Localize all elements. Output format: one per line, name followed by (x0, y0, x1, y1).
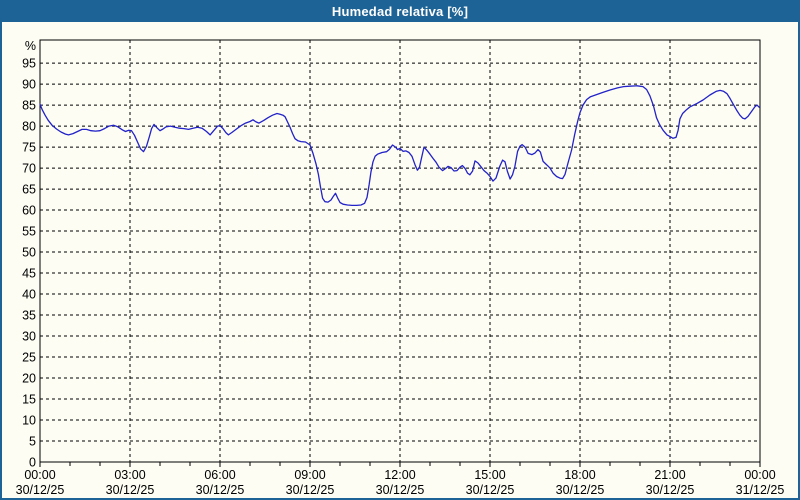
y-tick-label: 65 (22, 183, 36, 197)
x-axis-ticks (39, 462, 761, 467)
y-tick-label: 5 (29, 435, 36, 449)
x-tick-date-label: 30/12/25 (556, 483, 605, 497)
y-tick-label: 45 (22, 267, 36, 281)
x-tick-time-label: 18:00 (564, 468, 595, 482)
y-tick-label: 0 (29, 456, 36, 470)
y-tick-label: 95 (22, 57, 36, 71)
x-tick-date-label: 30/12/25 (16, 483, 65, 497)
y-tick-label: 30 (22, 330, 36, 344)
y-tick-label: 75 (22, 141, 36, 155)
y-tick-label: 80 (22, 120, 36, 134)
x-tick-time-label: 12:00 (384, 468, 415, 482)
chart-area: % 95 90 85 80 75 70 65 60 55 50 45 40 35 30 25 20 15 10 5 0 0… (2, 22, 798, 498)
x-tick-date-label: 30/12/25 (286, 483, 335, 497)
y-tick-label: 10 (22, 414, 36, 428)
x-tick-time-label: 03:00 (114, 468, 145, 482)
y-tick-label: 20 (22, 372, 36, 386)
y-axis-unit-label: % (25, 39, 36, 53)
y-tick-label: 90 (22, 78, 36, 92)
chart-title: Humedad relativa [%] (331, 3, 469, 19)
humidity-series-line (39, 85, 760, 207)
title-bar: Humedad relativa [%] (2, 0, 798, 22)
x-tick-time-label: 21:00 (654, 468, 685, 482)
y-tick-label: 40 (22, 288, 36, 302)
y-tick-label: 35 (22, 309, 36, 323)
gridlines (40, 40, 760, 462)
x-tick-date-label: 30/12/25 (106, 483, 155, 497)
x-tick-date-label: 30/12/25 (196, 483, 245, 497)
x-tick-date-label: 30/12/25 (646, 483, 695, 497)
x-axis-labels: 00:0030/12/2503:0030/12/2506:0030/12/250… (16, 468, 785, 497)
x-tick-date-label: 31/12/25 (736, 483, 785, 497)
y-tick-label: 15 (22, 393, 36, 407)
x-tick-time-label: 06:00 (204, 468, 235, 482)
x-tick-date-label: 30/12/25 (376, 483, 425, 497)
x-tick-date-label: 30/12/25 (466, 483, 515, 497)
y-tick-label: 50 (22, 246, 36, 260)
humidity-line-chart: %959085807570656055504540353025201510500… (16, 39, 785, 497)
x-tick-time-label: 00:00 (744, 468, 775, 482)
x-tick-time-label: 00:00 (24, 468, 55, 482)
x-tick-time-label: 15:00 (474, 468, 505, 482)
y-tick-label: 55 (22, 225, 36, 239)
plot-border (39, 39, 761, 463)
x-tick-time-label: 09:00 (294, 468, 325, 482)
y-tick-label: 70 (22, 162, 36, 176)
y-tick-label: 25 (22, 351, 36, 365)
y-tick-label: 60 (22, 204, 36, 218)
y-tick-label: 85 (22, 99, 36, 113)
